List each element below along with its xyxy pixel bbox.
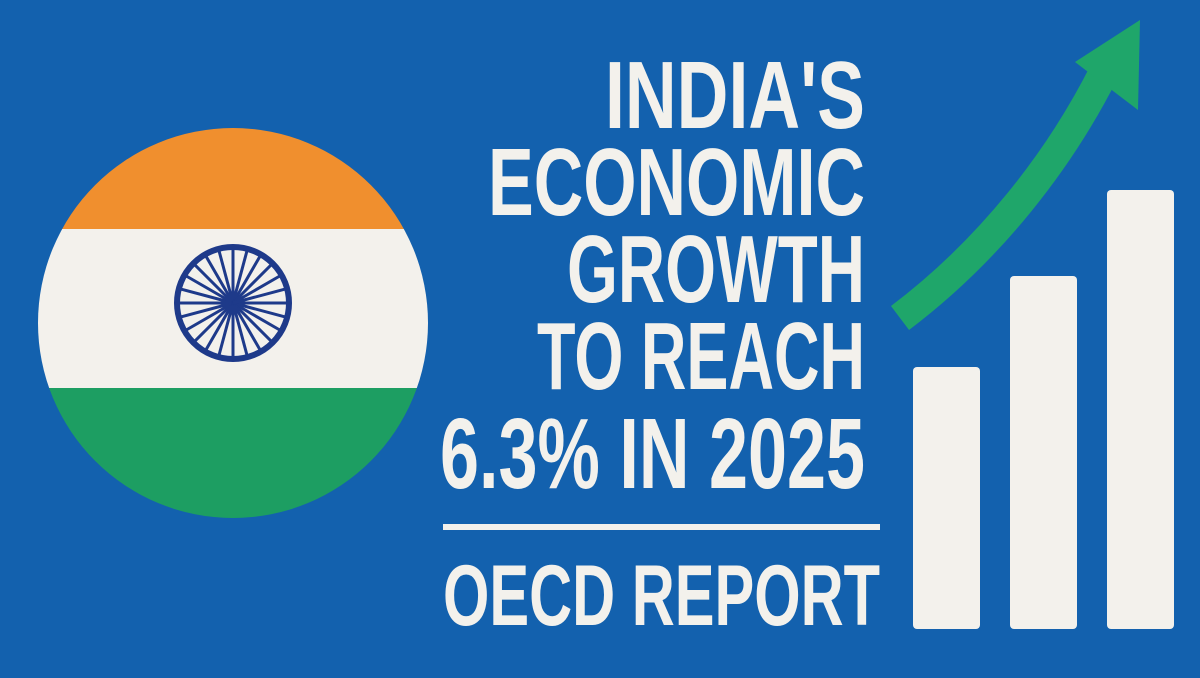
headline: INDIA'S ECONOMIC GROWTH TO REACH 6.3% IN… xyxy=(440,42,865,510)
chakra-spoke xyxy=(185,301,234,332)
chakra-spoke xyxy=(232,287,286,305)
chakra-spoke xyxy=(232,301,286,319)
chakra-spoke xyxy=(231,301,273,343)
arrow-shaft xyxy=(890,63,1119,330)
chakra-rim xyxy=(174,244,292,362)
source: OECD REPORT xyxy=(443,548,880,644)
headline-line: TO REACH xyxy=(537,303,865,410)
chakra-spoke xyxy=(217,250,235,304)
chakra-spoke xyxy=(185,274,234,305)
headline-line: ECONOMIC xyxy=(488,129,865,236)
chakra-spoke xyxy=(193,263,235,305)
chakra-spoke xyxy=(217,302,235,356)
decor-bar xyxy=(913,367,980,629)
headline-line: 6.3% IN 2025 xyxy=(440,398,865,510)
chakra-spoke xyxy=(231,255,262,304)
arrow-head xyxy=(1075,20,1140,110)
growth-graphic xyxy=(890,20,1174,629)
headline-line: INDIA'S xyxy=(605,42,865,149)
chakra-spoke xyxy=(204,302,235,351)
chakra-spoke xyxy=(232,301,281,332)
chakra-spoke xyxy=(231,302,262,351)
chakra-spoke xyxy=(231,250,249,304)
chakra xyxy=(174,244,292,362)
chakra-spoke xyxy=(232,274,281,305)
headline-line: GROWTH xyxy=(567,216,865,323)
chakra-spoke xyxy=(231,263,273,305)
divider xyxy=(443,524,880,530)
decor-bar xyxy=(1107,190,1174,629)
chakra-spoke xyxy=(231,302,249,356)
chakra-spoke xyxy=(180,301,234,319)
chakra-spoke xyxy=(180,287,234,305)
chakra-spoke xyxy=(204,255,235,304)
chakra-spoke xyxy=(193,301,235,343)
decor-bar xyxy=(1010,276,1077,629)
